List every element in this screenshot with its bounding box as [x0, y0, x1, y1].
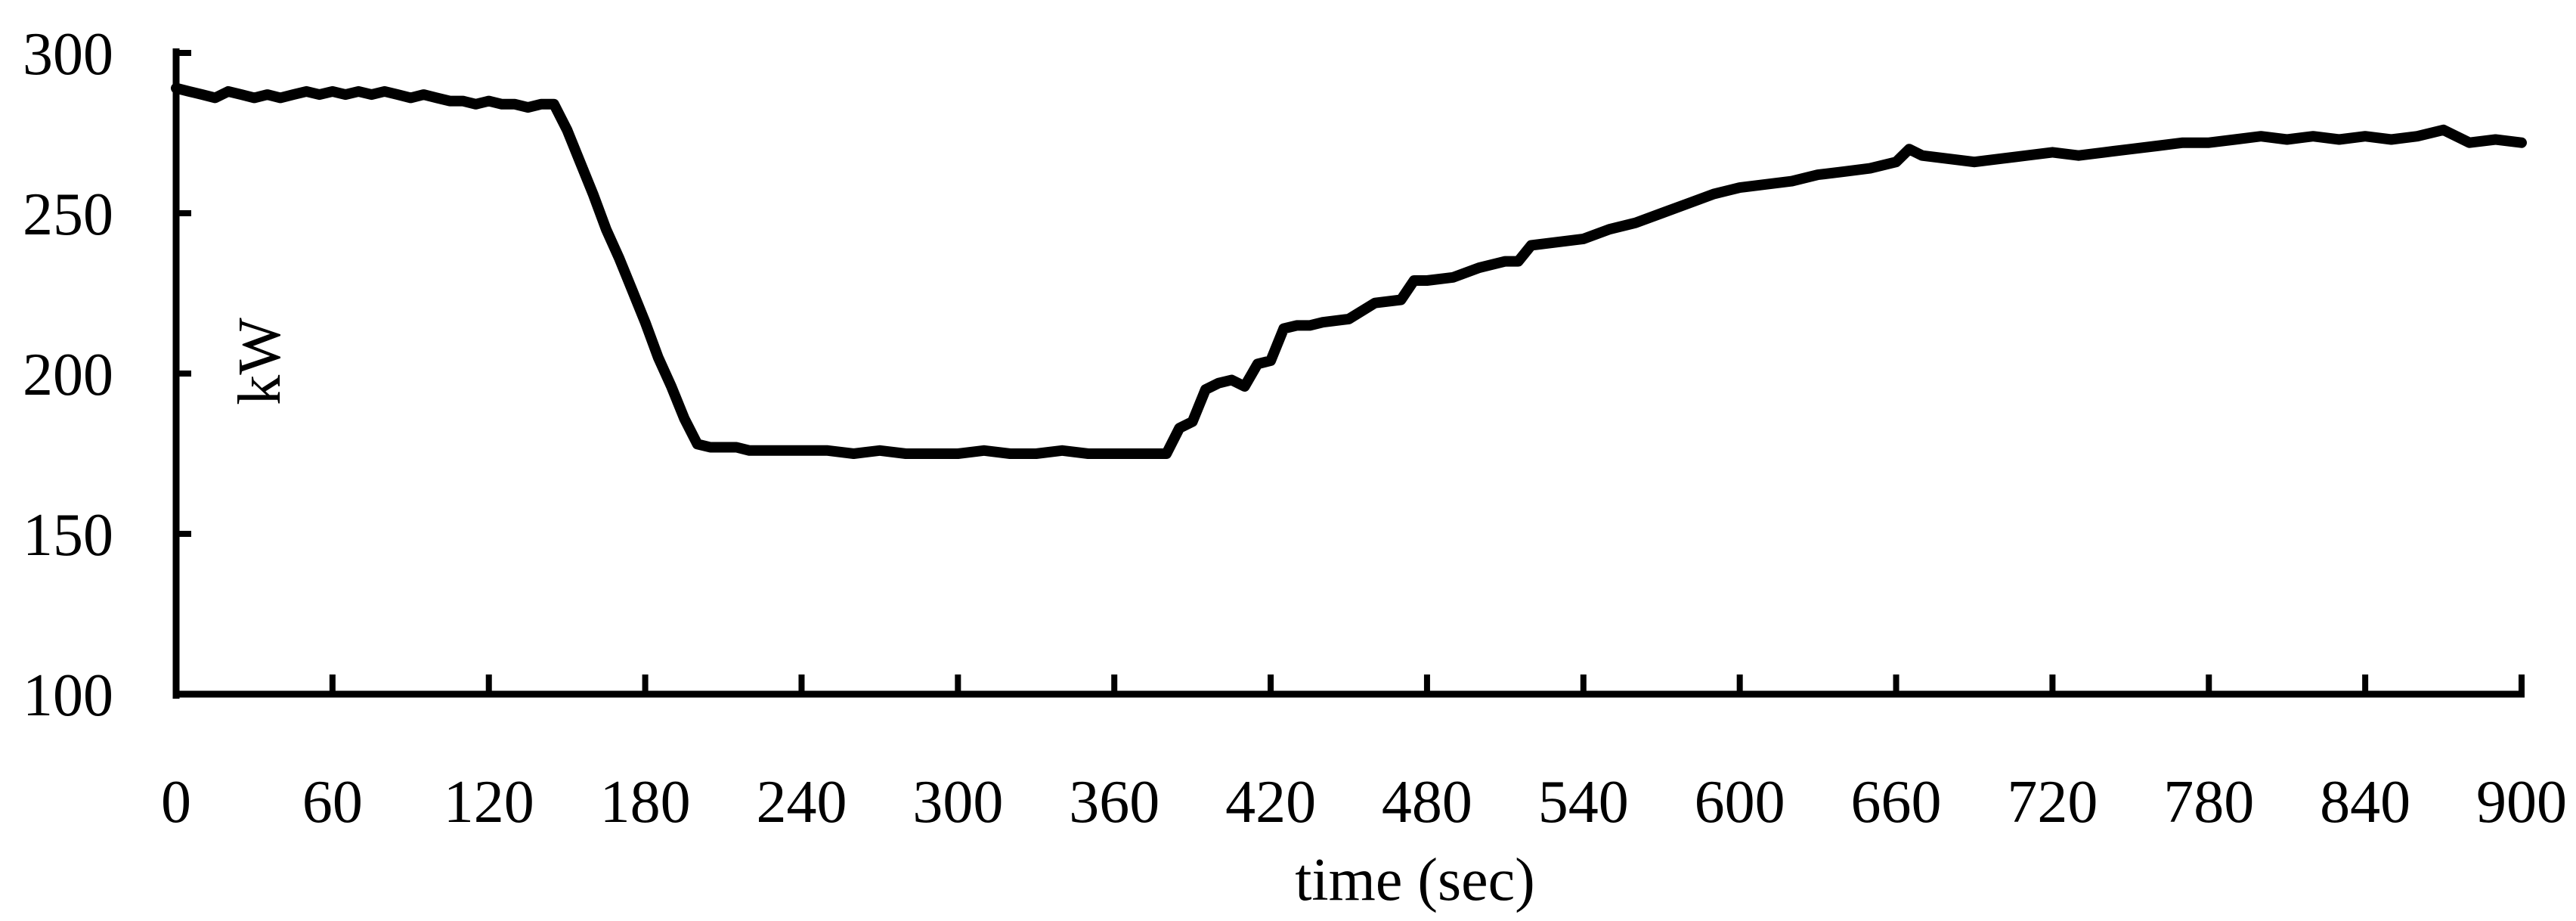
x-tick-label: 900	[2476, 769, 2567, 836]
x-tick-label: 240	[756, 769, 847, 836]
x-tick-label: 360	[1069, 769, 1160, 836]
x-tick-label: 780	[2163, 769, 2254, 836]
x-tick-labels: 0 60 120 180 240 300 360 420 480 540 600 660 720 780 8…	[161, 769, 2567, 836]
y-tick-label: 150	[23, 502, 113, 569]
x-tick-label: 120	[444, 769, 534, 836]
y-tick-label: 250	[23, 181, 113, 248]
x-tick-label: 540	[1538, 769, 1629, 836]
x-tick-label: 600	[1695, 769, 1785, 836]
x-tick-label: 420	[1225, 769, 1316, 836]
x-tick-label: 180	[600, 769, 691, 836]
tick-marks	[173, 50, 2525, 697]
series-group	[171, 82, 2527, 459]
x-tick-label: 60	[302, 769, 363, 836]
x-tick-label: 660	[1851, 769, 1942, 836]
x-axis-label: time (sec)	[1295, 847, 1535, 913]
x-tick-label: 840	[2320, 769, 2410, 836]
x-tick-label: 480	[1382, 769, 1472, 836]
y-tick-label: 200	[23, 342, 113, 408]
y-tick-label: 300	[23, 21, 113, 88]
y-tick-label: 100	[23, 662, 113, 729]
x-tick-label: 720	[2007, 769, 2098, 836]
series-line-1	[171, 82, 2527, 459]
x-tick-label: 0	[161, 769, 191, 836]
y-axis-label: kW	[227, 318, 293, 405]
x-tick-label: 300	[912, 769, 1003, 836]
y-tick-labels: 100 150 200 250 300	[23, 21, 113, 729]
